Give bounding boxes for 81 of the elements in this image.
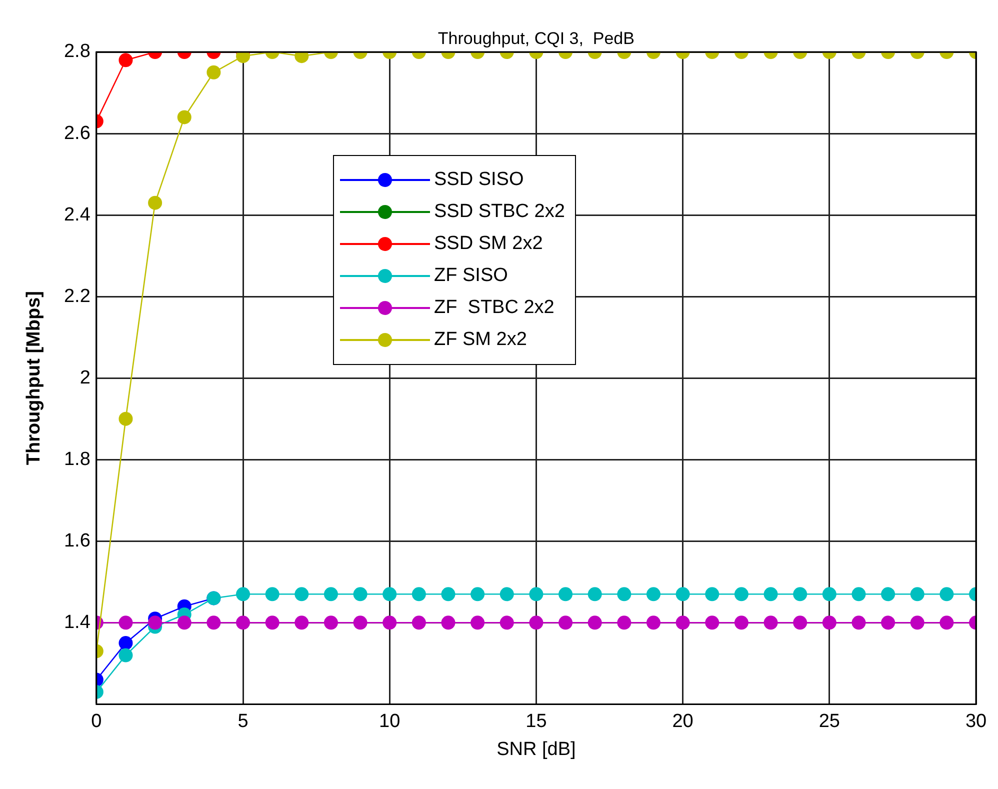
point — [793, 616, 808, 630]
legend-label: ZF SM 2x2 — [434, 329, 527, 351]
point — [940, 587, 954, 602]
x-tick-label: 30 — [965, 710, 987, 732]
chart-title: Throughput, CQI 3, PedB — [438, 29, 634, 48]
y-tick-label: 1.6 — [64, 530, 90, 552]
y-axis-title: Throughput [Mbps] — [24, 291, 45, 466]
legend-label: SSD SM 2x2 — [434, 233, 543, 255]
point — [529, 616, 544, 630]
y-tick-label: 1.8 — [64, 448, 90, 470]
point — [676, 616, 690, 630]
point — [177, 616, 192, 630]
point — [646, 616, 660, 630]
point — [617, 587, 632, 602]
point — [764, 616, 778, 630]
point — [353, 616, 368, 630]
point — [148, 616, 162, 630]
legend-label: SSD STBC 2x2 — [434, 201, 565, 223]
point — [558, 616, 573, 630]
point — [441, 587, 456, 602]
point — [529, 587, 544, 602]
point — [588, 587, 602, 602]
point — [236, 616, 250, 630]
point — [852, 587, 866, 602]
point — [294, 587, 309, 602]
point — [206, 616, 221, 630]
point — [294, 616, 309, 630]
point — [852, 616, 866, 630]
x-tick-label: 0 — [91, 710, 102, 732]
point — [558, 587, 573, 602]
point — [734, 587, 748, 602]
point — [500, 616, 514, 630]
point — [236, 587, 250, 602]
legend-label: ZF SISO — [434, 265, 508, 287]
x-axis-title: SNR [dB] — [496, 738, 576, 760]
point — [705, 616, 720, 630]
point — [676, 587, 690, 602]
point — [118, 616, 133, 630]
point — [588, 616, 602, 630]
point — [500, 587, 514, 602]
y-tick-label: 2.2 — [64, 286, 90, 307]
point — [822, 587, 836, 602]
legend-label: ZF STBC 2x2 — [434, 297, 554, 319]
point — [324, 616, 338, 630]
point — [118, 648, 133, 662]
point — [412, 587, 426, 602]
point — [118, 636, 133, 650]
point — [382, 616, 397, 630]
x-tick-label: 25 — [818, 710, 840, 732]
point — [793, 587, 808, 602]
point — [617, 616, 632, 630]
point — [324, 587, 338, 602]
x-tick-label: 15 — [526, 710, 547, 732]
x-tick-label: 5 — [238, 710, 248, 732]
point — [764, 587, 778, 602]
x-tick-label: 10 — [379, 710, 400, 732]
y-tick-label: 2 — [80, 367, 90, 388]
legend-label: SSD SISO — [434, 169, 524, 191]
point — [382, 587, 397, 602]
point — [734, 616, 748, 630]
y-tick-label: 2.4 — [64, 204, 91, 226]
point — [412, 616, 426, 630]
point — [470, 616, 485, 630]
point — [118, 412, 133, 426]
y-tick-label: 2.8 — [64, 41, 90, 62]
point — [910, 616, 924, 630]
point — [265, 616, 280, 630]
point — [470, 587, 485, 602]
y-tick-label: 1.4 — [64, 612, 91, 633]
point — [881, 616, 896, 630]
point — [881, 587, 896, 602]
point — [705, 587, 720, 602]
point — [441, 616, 456, 630]
point — [940, 616, 954, 630]
x-tick-label: 20 — [672, 710, 694, 732]
point — [353, 587, 368, 602]
y-tick-label: 2.6 — [64, 122, 90, 144]
point — [822, 616, 836, 630]
point — [265, 587, 280, 602]
point — [646, 587, 660, 602]
point — [910, 587, 924, 602]
